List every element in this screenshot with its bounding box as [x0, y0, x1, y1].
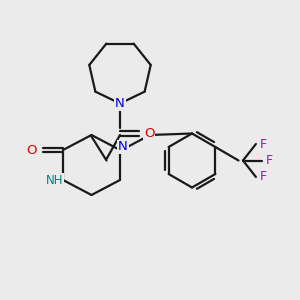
Text: F: F [260, 137, 267, 151]
Text: N: N [118, 140, 128, 154]
Text: NH: NH [46, 173, 63, 187]
Text: O: O [144, 127, 155, 140]
Text: F: F [260, 170, 267, 184]
Text: O: O [26, 143, 37, 157]
Text: F: F [266, 154, 273, 167]
Text: N: N [115, 97, 125, 110]
